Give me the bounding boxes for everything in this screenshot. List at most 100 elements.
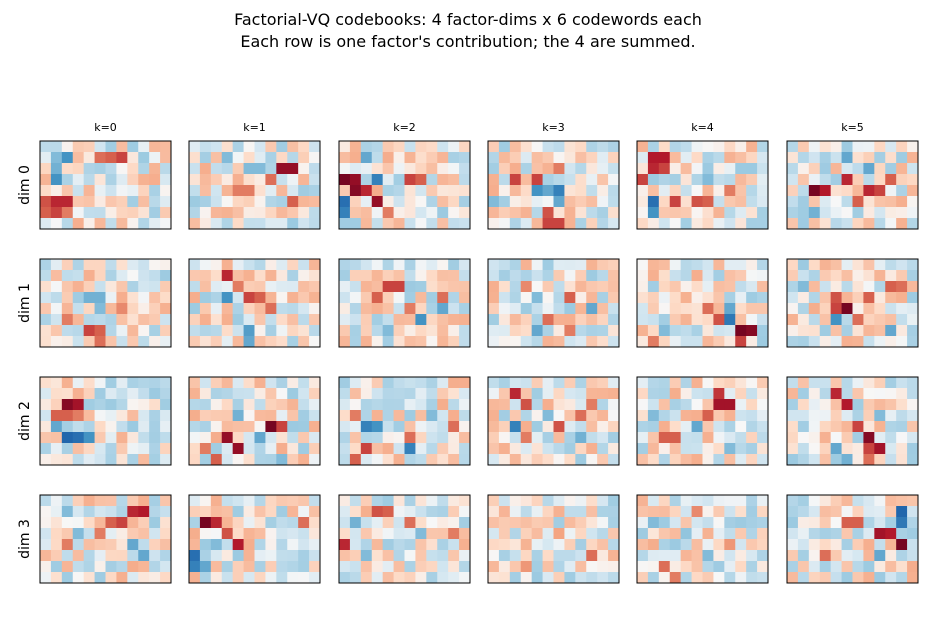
heatmap-cell [349, 207, 362, 219]
heatmap-cell [830, 207, 842, 219]
heatmap-cell [488, 218, 500, 230]
heatmap-cell [797, 377, 810, 389]
heatmap-cell [189, 218, 201, 230]
column-label-k1: k=1 [243, 121, 266, 134]
heatmap-cell [127, 259, 139, 271]
heatmap-cell [160, 314, 172, 326]
heatmap-cell [575, 303, 587, 315]
heatmap-cell [309, 152, 321, 164]
heatmap-cell [149, 207, 161, 219]
heatmap-cell [830, 528, 842, 540]
heatmap-cell [852, 196, 864, 208]
heatmap-cell [189, 377, 201, 389]
heatmap-cell [426, 281, 438, 293]
heatmap-cell [298, 539, 310, 551]
heatmap-cell [426, 292, 438, 304]
heatmap-cell [757, 196, 769, 208]
heatmap-cell [553, 517, 565, 529]
heatmap-cell [254, 270, 266, 282]
heatmap-cell [531, 218, 543, 230]
heatmap-cell [553, 152, 565, 164]
heatmap-cell [393, 314, 405, 326]
heatmap-cell [254, 528, 266, 540]
heatmap-cell [542, 399, 554, 411]
heatmap-cell [189, 281, 201, 293]
panel-frame [338, 376, 471, 466]
heatmap-cell [564, 218, 576, 230]
heatmap-cell [586, 281, 598, 293]
heatmap-cell [287, 517, 299, 529]
heatmap-cell [553, 410, 565, 422]
heatmap-cell [713, 377, 725, 389]
heatmap-cell [83, 281, 95, 293]
heatmap-cell [863, 292, 875, 304]
heatmap-cell [349, 141, 362, 153]
heatmap-cell [724, 506, 736, 518]
heatmap-cell [724, 196, 736, 208]
heatmap-cell [160, 432, 172, 444]
heatmap-cell [757, 185, 769, 197]
heatmap-cell [830, 163, 842, 175]
heatmap-cell [243, 399, 255, 411]
heatmap-cell [669, 443, 682, 455]
heatmap-cell [691, 388, 703, 400]
heatmap-cell [808, 388, 821, 400]
heatmap-cell [459, 572, 471, 584]
heatmap-cell [160, 410, 172, 422]
heatmap-cell [637, 325, 649, 337]
heatmap-cell [564, 377, 576, 389]
heatmap-cell [896, 454, 908, 466]
heatmap-cell [298, 141, 310, 153]
heatmap-cell [61, 421, 74, 433]
heatmap-cell [265, 141, 277, 153]
heatmap-cell [189, 399, 201, 411]
heatmap-cell [702, 377, 714, 389]
heatmap-cell [647, 336, 660, 348]
heatmap-cell [415, 336, 427, 348]
heatmap-cell [586, 517, 598, 529]
heatmap-cell [127, 207, 139, 219]
heatmap-cell [575, 561, 587, 573]
heatmap-cell [498, 174, 511, 186]
heatmap-cell [459, 550, 471, 562]
heatmap-cell [138, 152, 150, 164]
heatmap-cell [575, 281, 587, 293]
heatmap-cell [382, 377, 394, 389]
heatmap-cell [160, 218, 172, 230]
heatmap-cell [597, 443, 609, 455]
heatmap-cell [339, 410, 351, 422]
heatmap-cell [105, 561, 117, 573]
heatmap-cell [597, 432, 609, 444]
heatmap-cell [863, 141, 875, 153]
heatmap-cell [127, 528, 139, 540]
heatmap-cell [459, 410, 471, 422]
heatmap-cell [746, 185, 758, 197]
heatmap-cell [254, 185, 266, 197]
heatmap-cell [298, 517, 310, 529]
heatmap-cell [841, 421, 853, 433]
heatmap-cell [724, 539, 736, 551]
heatmap-cell [404, 174, 416, 186]
heatmap-cell [531, 314, 543, 326]
heatmap-cell [448, 207, 460, 219]
heatmap-cell [437, 388, 449, 400]
heatmap-cell [149, 454, 161, 466]
heatmap-cell [553, 336, 565, 348]
heatmap-cell [404, 517, 416, 529]
heatmap-cell [553, 572, 565, 584]
heatmap-cell [105, 141, 117, 153]
heatmap-cell [360, 185, 373, 197]
heatmap-cell [160, 561, 172, 573]
panel-frame [338, 258, 471, 348]
heatmap-cell [531, 421, 543, 433]
heatmap-cell [254, 281, 266, 293]
heatmap-cell [339, 174, 351, 186]
heatmap-cell [691, 174, 703, 186]
heatmap-cell [520, 163, 533, 175]
heatmap-cell [127, 314, 139, 326]
heatmap-cell [531, 259, 543, 271]
heatmap-cell [509, 141, 522, 153]
heatmap-cell [797, 163, 810, 175]
heatmap-cell [735, 410, 747, 422]
heatmap-cell [520, 506, 533, 518]
